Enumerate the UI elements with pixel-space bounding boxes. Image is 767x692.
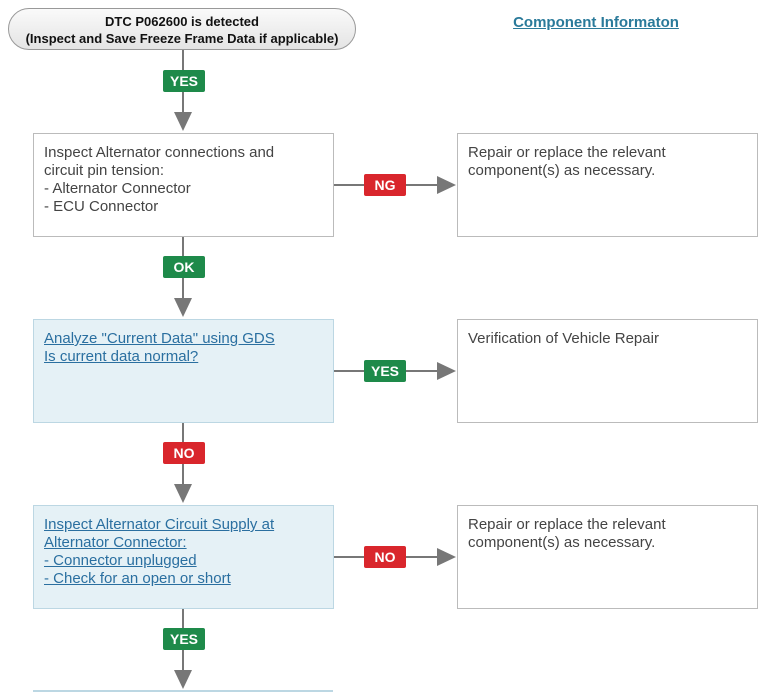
- result-text: component(s) as necessary.: [468, 162, 656, 179]
- step-link[interactable]: Alternator Connector:: [44, 534, 187, 551]
- flow-label: NO: [163, 442, 205, 464]
- step-box: Inspect Alternator Circuit Supply at Alt…: [33, 505, 334, 609]
- step-link[interactable]: Is current data normal?: [44, 348, 199, 365]
- result-text: Repair or replace the relevant: [468, 516, 666, 533]
- step-text: circuit pin tension:: [44, 162, 165, 179]
- step-link[interactable]: - Connector unplugged: [44, 552, 197, 569]
- step-link[interactable]: Inspect Alternator Circuit Supply at: [44, 516, 275, 533]
- step-text: - Alternator Connector: [44, 180, 191, 197]
- flow-label: YES: [364, 360, 406, 382]
- step-text: - ECU Connector: [44, 198, 159, 215]
- step-text: Inspect Alternator connections and: [44, 144, 275, 161]
- flow-label: NG: [364, 174, 406, 196]
- flow-label: YES: [163, 628, 205, 650]
- flow-label: OK: [163, 256, 205, 278]
- start-node: DTC P062600 is detected (Inspect and Sav…: [8, 8, 356, 50]
- result-text: component(s) as necessary.: [468, 534, 656, 551]
- component-info-link[interactable]: Component Informaton: [513, 14, 679, 31]
- flow-label: NO: [364, 546, 406, 568]
- result-box: Repair or replace the relevant component…: [457, 133, 758, 237]
- step-link[interactable]: Analyze "Current Data" using GDS: [44, 330, 275, 347]
- step-link[interactable]: - Check for an open or short: [44, 570, 231, 587]
- step-box: Analyze "Current Data" using GDS Is curr…: [33, 319, 334, 423]
- result-text: Verification of Vehicle Repair: [468, 330, 659, 347]
- flow-label: YES: [163, 70, 205, 92]
- result-box: Repair or replace the relevant component…: [457, 505, 758, 609]
- start-text: DTC P062600 is detected: [105, 14, 259, 29]
- result-text: Repair or replace the relevant: [468, 144, 666, 161]
- start-text: (Inspect and Save Freeze Frame Data if a…: [25, 31, 339, 46]
- step-box: Inspect Alternator connections and circu…: [33, 133, 334, 237]
- result-box: Verification of Vehicle Repair: [457, 319, 758, 423]
